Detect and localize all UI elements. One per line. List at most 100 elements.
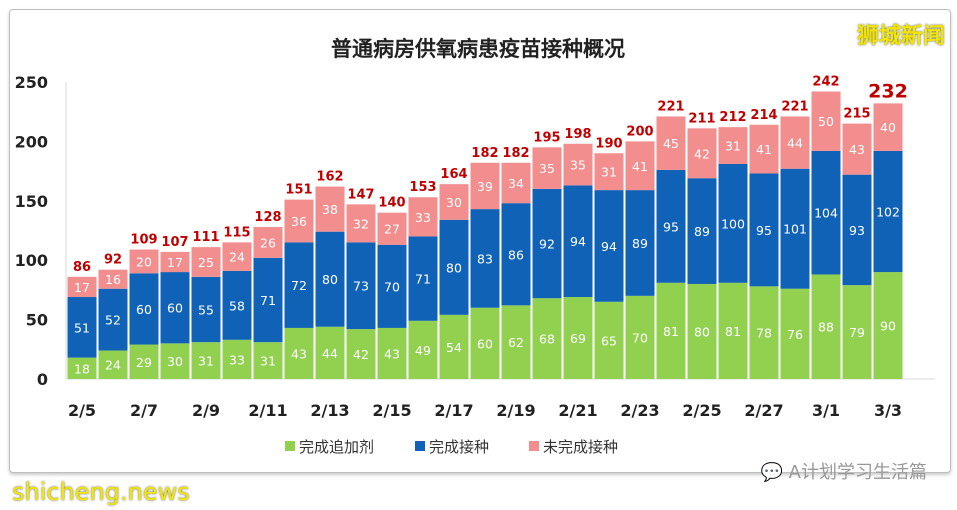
bar-segment bbox=[377, 244, 407, 328]
bar-segment bbox=[222, 270, 252, 340]
segment-label: 25 bbox=[198, 255, 214, 270]
total-label: 115 bbox=[223, 225, 250, 240]
total-label: 86 bbox=[73, 260, 91, 275]
segment-label: 81 bbox=[663, 324, 679, 339]
bar-segment bbox=[67, 276, 97, 298]
bar-segment bbox=[346, 329, 376, 379]
bar-segment bbox=[873, 272, 903, 379]
segment-label: 60 bbox=[167, 301, 183, 316]
bar-segment bbox=[501, 162, 531, 204]
bar-segment bbox=[873, 150, 903, 273]
x-tick-label: 2/11 bbox=[248, 401, 287, 420]
bar-segment bbox=[284, 242, 314, 328]
total-label: 198 bbox=[564, 127, 591, 142]
segment-label: 80 bbox=[446, 260, 462, 275]
x-tick-label: 3/3 bbox=[874, 401, 902, 420]
total-label: 147 bbox=[347, 187, 374, 202]
bar-segment bbox=[160, 343, 190, 379]
x-tick-label: 2/27 bbox=[744, 401, 783, 420]
segment-label: 43 bbox=[849, 142, 865, 157]
x-tick-label: 2/13 bbox=[310, 401, 349, 420]
total-label: 200 bbox=[626, 124, 653, 139]
bar-segment bbox=[470, 209, 500, 308]
total-label: 242 bbox=[812, 75, 839, 90]
bar-segment bbox=[594, 190, 624, 302]
legend-swatch bbox=[529, 441, 539, 451]
segment-label: 31 bbox=[198, 354, 214, 369]
segment-label: 43 bbox=[384, 346, 400, 361]
bar-segment bbox=[625, 141, 655, 191]
bar-segment bbox=[780, 116, 810, 169]
x-tick-label: 2/25 bbox=[682, 401, 721, 420]
x-tick-label: 2/17 bbox=[434, 401, 473, 420]
bar-segment bbox=[656, 169, 686, 283]
segment-label: 29 bbox=[136, 355, 152, 370]
segment-label: 40 bbox=[880, 120, 896, 135]
bar-segment bbox=[811, 150, 841, 275]
x-tick-label: 2/7 bbox=[130, 401, 158, 420]
bar-segment bbox=[315, 326, 345, 379]
bar-segment bbox=[253, 342, 283, 379]
segment-label: 73 bbox=[353, 279, 369, 294]
total-label: 162 bbox=[316, 170, 343, 185]
segment-label: 33 bbox=[229, 352, 245, 367]
bar-segment bbox=[160, 251, 190, 273]
segment-label: 101 bbox=[783, 222, 807, 237]
bar-segment bbox=[532, 298, 562, 379]
bar-segment bbox=[656, 282, 686, 379]
bar-segment bbox=[439, 219, 469, 315]
bar-segment bbox=[408, 320, 438, 379]
bar-segment bbox=[98, 288, 128, 351]
y-tick-label: 100 bbox=[15, 251, 48, 270]
bar-segment bbox=[284, 327, 314, 379]
bar-segment bbox=[222, 242, 252, 271]
bar-segment bbox=[842, 285, 872, 379]
segment-label: 76 bbox=[787, 327, 803, 342]
bar-segment bbox=[253, 226, 283, 258]
bar-segment bbox=[284, 199, 314, 243]
bar-segment bbox=[67, 297, 97, 358]
bar-segment bbox=[656, 116, 686, 170]
segment-label: 41 bbox=[632, 159, 648, 174]
bar-segment bbox=[532, 188, 562, 299]
bar-segment bbox=[408, 197, 438, 237]
bar-segment bbox=[439, 314, 469, 379]
legend-label: 完成接种 bbox=[429, 438, 489, 456]
bar-segment bbox=[253, 257, 283, 343]
segment-label: 44 bbox=[322, 346, 338, 361]
total-label: 211 bbox=[688, 111, 715, 126]
segment-label: 32 bbox=[353, 216, 369, 231]
bar-segment bbox=[749, 286, 779, 379]
legend-label: 未完成接种 bbox=[543, 438, 618, 456]
bar-segment bbox=[687, 128, 717, 179]
segment-label: 65 bbox=[601, 333, 617, 348]
total-label: 212 bbox=[719, 110, 746, 125]
bar-segment bbox=[811, 91, 841, 151]
segment-label: 71 bbox=[260, 293, 276, 308]
bar-segment bbox=[718, 163, 748, 283]
legend-label: 完成追加剂 bbox=[299, 438, 374, 456]
x-tick-label: 2/23 bbox=[620, 401, 659, 420]
bar-segment bbox=[377, 327, 407, 379]
bar-segment bbox=[842, 174, 872, 286]
bar-segment bbox=[470, 307, 500, 379]
segment-label: 71 bbox=[415, 272, 431, 287]
total-label: 182 bbox=[502, 146, 529, 161]
bar-segment bbox=[687, 178, 717, 284]
bar-segment bbox=[129, 249, 159, 274]
segment-label: 42 bbox=[694, 146, 710, 161]
segment-label: 31 bbox=[725, 139, 741, 154]
bar-segment bbox=[98, 269, 128, 289]
segment-label: 43 bbox=[291, 346, 307, 361]
segment-label: 52 bbox=[105, 313, 121, 328]
segment-label: 94 bbox=[601, 239, 617, 254]
segment-label: 104 bbox=[814, 206, 838, 221]
segment-label: 95 bbox=[663, 219, 679, 234]
chart-title: 普通病房供氧病患疫苗接种概况 bbox=[331, 37, 625, 61]
bar-segment bbox=[129, 344, 159, 379]
segment-label: 41 bbox=[756, 142, 772, 157]
bar-segment bbox=[532, 147, 562, 189]
bar-segment bbox=[377, 212, 407, 245]
bar-segment bbox=[594, 301, 624, 379]
bar-segment bbox=[408, 236, 438, 321]
